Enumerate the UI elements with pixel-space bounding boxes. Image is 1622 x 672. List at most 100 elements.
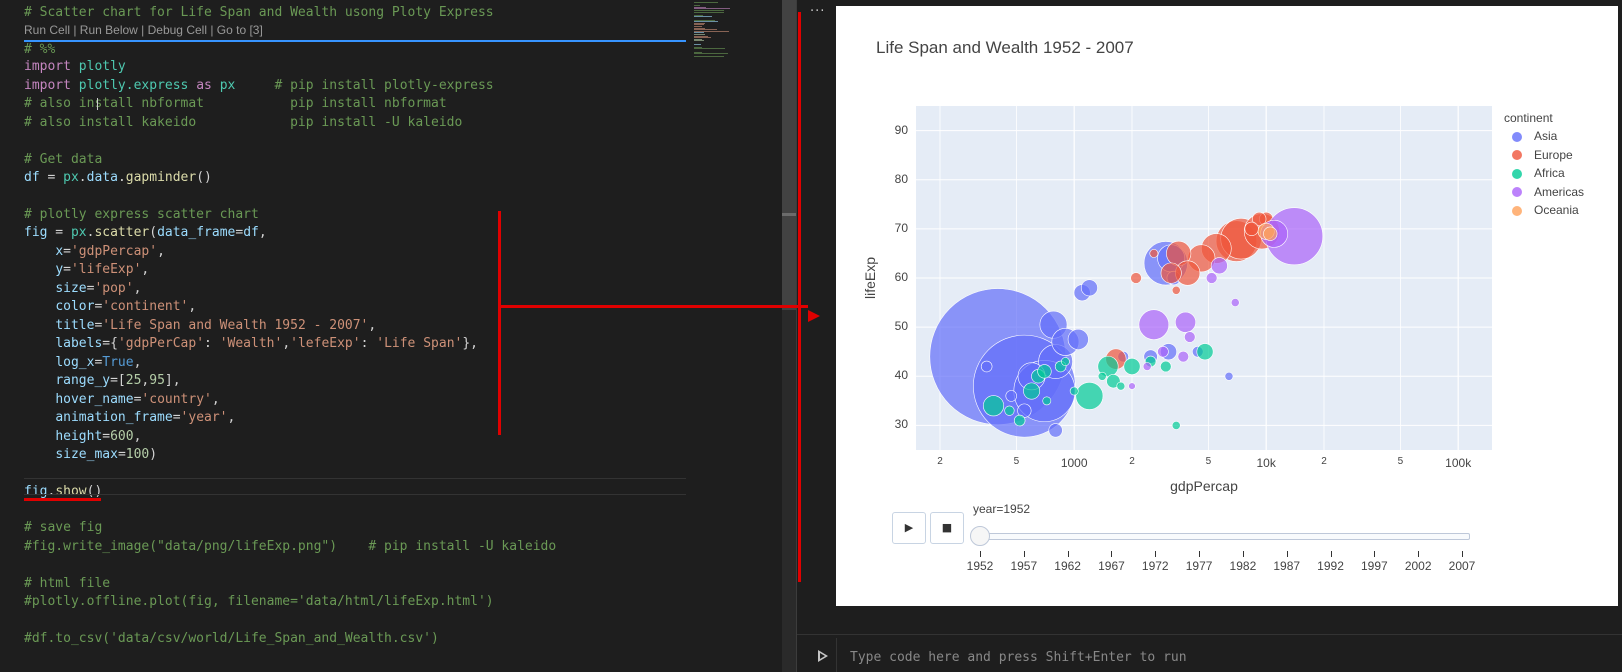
slider-step-label[interactable]: 1957 [1010, 559, 1038, 573]
code-line[interactable]: color='continent', [24, 297, 196, 316]
stop-button[interactable]: ■ [930, 512, 964, 544]
slider-step-label[interactable]: 2007 [1448, 559, 1476, 573]
slider-step-label[interactable]: 1952 [966, 559, 994, 573]
data-point [1005, 390, 1017, 402]
slider-step-label[interactable]: 1997 [1361, 559, 1388, 573]
y-tick-label: 60 [894, 270, 908, 284]
slider-step-label[interactable]: 1972 [1141, 559, 1169, 573]
code-line[interactable]: # Get data [24, 150, 102, 169]
code-line[interactable]: # save fig [24, 518, 102, 537]
code-line[interactable]: # html file [24, 574, 110, 593]
code-line[interactable]: import plotly.express as px # pip instal… [24, 76, 494, 95]
legend-item[interactable]: Africa [1512, 165, 1565, 181]
slider-step-label[interactable]: 1987 [1273, 559, 1301, 573]
data-point [1042, 396, 1052, 406]
minimap[interactable] [694, 0, 782, 60]
data-point [1210, 257, 1228, 275]
code-token: import [24, 59, 79, 74]
legend-item[interactable]: Oceania [1512, 202, 1579, 218]
code-editor[interactable]: # Scatter chart for Life Span and Wealth… [0, 0, 782, 672]
code-token: = [63, 244, 71, 259]
y-tick-label: 70 [894, 220, 908, 235]
code-token: }, [462, 336, 478, 351]
slider-step-label[interactable]: 2002 [1404, 559, 1432, 573]
legend-item[interactable]: Europe [1512, 147, 1573, 163]
slider-step-label[interactable]: 1992 [1317, 559, 1344, 573]
code-token: 100 [125, 447, 150, 462]
code-line[interactable]: # %% [24, 40, 55, 59]
plot-area[interactable] [916, 106, 1492, 450]
legend-item[interactable]: Asia [1512, 128, 1557, 144]
code-line[interactable]: # also install nbformat pip install nbfo… [24, 94, 447, 113]
code-line[interactable]: hover_name='country', [24, 390, 220, 409]
code-token: title [55, 318, 95, 333]
code-line[interactable]: fig = px.scatter(data_frame=df, [24, 223, 267, 242]
data-point [1160, 262, 1182, 284]
scrollbar-thumb[interactable] [782, 0, 796, 310]
code-line[interactable]: size_max=100) [24, 445, 157, 464]
minimap-line [694, 27, 705, 29]
legend-label: Asia [1534, 129, 1558, 143]
code-line[interactable]: # Scatter chart for Life Span and Wealth… [24, 3, 494, 22]
ellipsis-icon[interactable]: ··· [810, 4, 826, 19]
code-token: 25 [125, 373, 142, 388]
code-token: () [86, 484, 103, 499]
code-line[interactable]: # also install kakeido pip install -U ka… [24, 113, 462, 132]
code-line[interactable]: fig.show() [24, 482, 102, 501]
minimap-line [694, 19, 715, 21]
code-line[interactable]: #fig.write_image("data/png/lifeExp.png")… [24, 537, 556, 556]
annotation-underline [24, 498, 101, 501]
slider-step-label[interactable]: 1982 [1229, 559, 1257, 573]
code-line[interactable]: # plotly express scatter chart [24, 205, 259, 224]
slider-step-label[interactable]: 1962 [1054, 559, 1081, 573]
code-token: . [86, 225, 95, 240]
slider-step-label[interactable]: 1967 [1098, 559, 1125, 573]
chart-title: Life Span and Wealth 1952 - 2007 [876, 38, 1134, 57]
code-token: = [94, 355, 103, 370]
code-token: fig [24, 484, 48, 499]
code-line[interactable]: animation_frame='year', [24, 408, 235, 427]
code-token: px [219, 78, 236, 93]
code-line[interactable]: labels={'gdpPerCap': 'Wealth','lefeExp':… [24, 334, 478, 353]
code-token: 'lifeExp' [70, 262, 142, 277]
slider-tick [1199, 551, 1201, 557]
slider-tick [1374, 551, 1376, 557]
slider-tick [1067, 551, 1069, 557]
x-tick-label: 2 [1129, 456, 1135, 467]
legend-item[interactable]: Americas [1512, 184, 1584, 200]
data-point [1230, 298, 1240, 307]
code-line[interactable]: #plotly.offline.plot(fig, filename='data… [24, 592, 494, 611]
codelens-actions[interactable]: Run Cell | Run Below | Debug Cell | Go t… [24, 23, 263, 37]
code-line[interactable]: #df.to_csv('data/csv/world/Life_Span_and… [24, 629, 439, 648]
code-token: size_max [55, 447, 118, 462]
code-line[interactable]: height=600, [24, 427, 141, 446]
data-point [1184, 331, 1196, 343]
code-line[interactable]: log_x=True, [24, 353, 141, 372]
code-line[interactable]: size='pop', [24, 279, 141, 298]
x-axis-label: gdpPercap [1170, 478, 1238, 494]
play-button[interactable]: ▶ [892, 512, 926, 544]
code-line[interactable]: df = px.data.gapminder() [24, 168, 212, 187]
pane-divider[interactable] [796, 0, 797, 672]
year-slider-handle[interactable] [970, 526, 990, 546]
code-line[interactable]: x='gdpPercap', [24, 242, 165, 261]
code-token: = [63, 262, 71, 277]
code-token: ( [149, 225, 158, 240]
console-input[interactable] [848, 644, 1552, 670]
legend-marker [1512, 150, 1522, 161]
code-line[interactable]: title='Life Span and Wealth 1952 - 2007'… [24, 316, 376, 335]
slider-step-label[interactable]: 1977 [1185, 559, 1213, 573]
data-point [1075, 382, 1104, 410]
slider-tick [980, 551, 981, 557]
code-line[interactable]: import plotly [24, 57, 126, 76]
code-line[interactable]: y='lifeExp', [24, 260, 149, 279]
code-token: : [360, 336, 377, 351]
minimap-line [694, 38, 703, 40]
code-token: , [211, 392, 220, 407]
minimap-line [694, 21, 718, 23]
code-line[interactable]: range_y=[25,95], [24, 371, 180, 390]
slider-tick [1023, 551, 1025, 557]
year-slider-track[interactable] [980, 533, 1470, 540]
data-point [1048, 423, 1063, 438]
code-token: plotly.express [78, 78, 189, 93]
